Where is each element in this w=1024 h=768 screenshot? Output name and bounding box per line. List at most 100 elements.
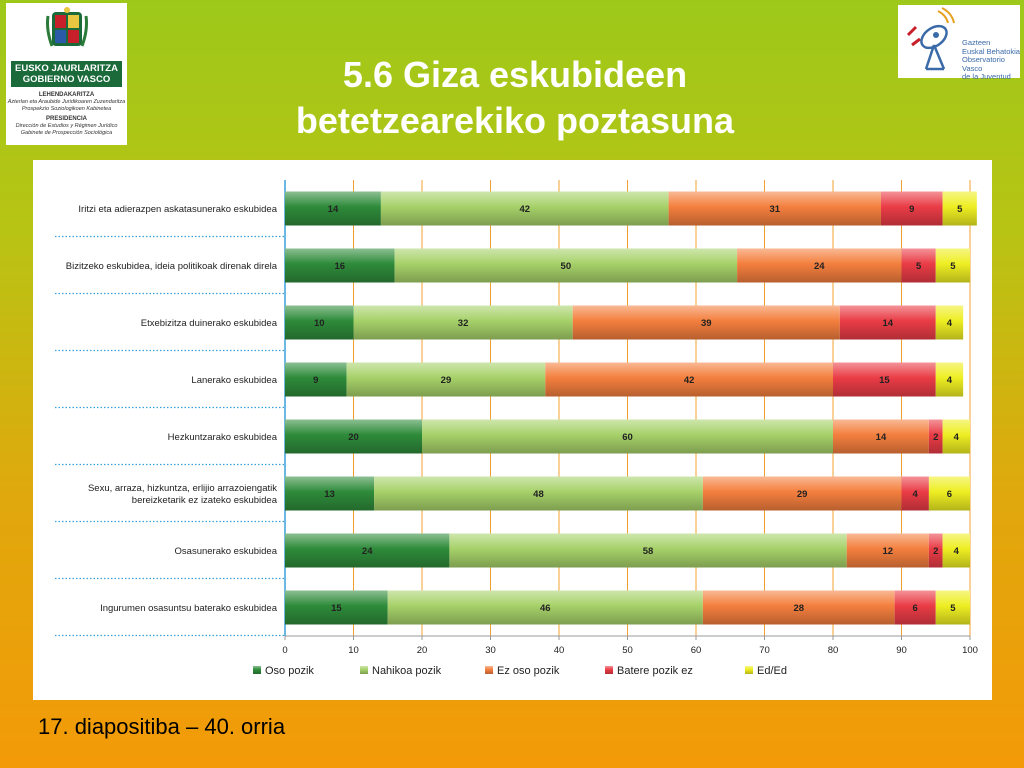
data-label: 5 xyxy=(916,261,922,272)
data-label: 20 xyxy=(348,432,359,443)
category-label: Bizitzeko eskubidea, ideia politikoak di… xyxy=(66,261,278,272)
legend-entry: Ed/Ed xyxy=(757,665,787,677)
bar-batere-pozik-ez xyxy=(901,248,936,283)
bar-batere-pozik-ez xyxy=(901,476,929,511)
data-label: 24 xyxy=(814,261,825,272)
legend-swatch xyxy=(360,666,368,674)
data-label: 32 xyxy=(458,318,469,329)
bar-nahikoa-pozik xyxy=(422,419,833,454)
data-label: 42 xyxy=(684,375,695,386)
x-tick-label: 50 xyxy=(622,645,633,656)
satellite-dish-icon xyxy=(906,7,955,71)
logo-band: EUSKO JAURLARITZA GOBIERNO VASCO xyxy=(11,61,122,87)
x-tick-label: 20 xyxy=(417,645,428,656)
bar-ed-ed xyxy=(928,476,970,511)
bar-ez-oso-pozik xyxy=(702,476,902,511)
bar-ed-ed xyxy=(942,419,970,454)
legend-entry: Ez oso pozik xyxy=(497,665,560,677)
x-tick-label: 60 xyxy=(691,645,702,656)
bar-nahikoa-pozik xyxy=(387,590,703,625)
bar-ed-ed xyxy=(935,248,970,283)
x-tick-label: 80 xyxy=(828,645,839,656)
data-label: 14 xyxy=(876,432,887,443)
x-tick-label: 10 xyxy=(348,645,359,656)
data-label: 13 xyxy=(324,489,335,500)
data-label: 46 xyxy=(540,603,551,614)
legend-entry: Nahikoa pozik xyxy=(372,665,442,677)
data-label: 28 xyxy=(793,603,804,614)
observatorio-juventud-logo: Gazteen Euskal Behatokia Observatorio Va… xyxy=(898,5,1020,81)
category-label: Etxebizitza duinerako eskubidea xyxy=(141,318,278,329)
page-title: 5.6 Giza eskubideen betetzearekiko pozta… xyxy=(295,54,735,141)
bar-batere-pozik-ez xyxy=(880,191,943,226)
x-tick-label: 0 xyxy=(282,645,287,656)
legend-swatch xyxy=(745,666,753,674)
data-label: 60 xyxy=(622,432,633,443)
data-label: 29 xyxy=(441,375,452,386)
data-label: 6 xyxy=(913,603,918,614)
category-label: Osasunerako eskubidea xyxy=(175,546,278,557)
bar-batere-pozik-ez xyxy=(839,305,936,340)
bar-ed-ed xyxy=(935,362,964,397)
legend-swatch xyxy=(485,666,493,674)
bar-batere-pozik-ez xyxy=(928,419,943,454)
x-tick-label: 100 xyxy=(962,645,978,656)
category-label: bereizketarik ez izateko eskubidea xyxy=(132,495,278,506)
category-label: Ingurumen osasuntsu baterako eskubidea xyxy=(100,603,278,614)
bar-oso-pozik xyxy=(285,419,422,454)
x-tick-label: 70 xyxy=(759,645,770,656)
category-label: Hezkuntzarako eskubidea xyxy=(168,432,278,443)
bar-ed-ed xyxy=(942,191,977,226)
bar-ez-oso-pozik xyxy=(545,362,833,397)
data-label: 5 xyxy=(957,204,963,215)
data-label: 4 xyxy=(954,432,960,443)
data-label: 4 xyxy=(947,375,953,386)
data-label: 4 xyxy=(947,318,953,329)
legend-entry: Batere pozik ez xyxy=(617,665,693,677)
data-label: 12 xyxy=(883,546,894,557)
observatorio-text: Gazteen Euskal Behatokia Observatorio Va… xyxy=(962,38,1020,81)
bar-ed-ed xyxy=(935,305,964,340)
data-label: 9 xyxy=(313,375,318,386)
bar-batere-pozik-ez xyxy=(833,362,936,397)
eusko-jaurlaritza-logo: EUSKO JAURLARITZA GOBIERNO VASCO LEHENDA… xyxy=(6,3,127,145)
data-label: 31 xyxy=(769,204,780,215)
bar-oso-pozik xyxy=(285,191,381,226)
bar-ez-oso-pozik xyxy=(572,305,840,340)
bar-nahikoa-pozik xyxy=(449,533,847,568)
stacked-bar-chart: Iritzi eta adierazpen askatasunerako esk… xyxy=(55,180,978,677)
data-label: 10 xyxy=(314,318,325,329)
category-label: Sexu, arraza, hizkuntza, erlijio arrazoi… xyxy=(88,483,277,494)
x-tick-label: 40 xyxy=(554,645,565,656)
logo-org-2: PRESIDENCIA Dirección de Estudios y Régi… xyxy=(15,116,118,136)
data-label: 15 xyxy=(879,375,890,386)
bar-oso-pozik xyxy=(285,362,347,397)
data-label: 2 xyxy=(933,546,938,557)
bar-oso-pozik xyxy=(285,590,388,625)
data-label: 5 xyxy=(950,261,956,272)
data-label: 2 xyxy=(933,432,938,443)
bar-nahikoa-pozik xyxy=(380,191,669,226)
bar-ez-oso-pozik xyxy=(846,533,929,568)
x-tick-label: 30 xyxy=(485,645,496,656)
bar-ed-ed xyxy=(935,590,970,625)
data-label: 50 xyxy=(561,261,572,272)
data-label: 14 xyxy=(328,204,339,215)
bar-ez-oso-pozik xyxy=(668,191,881,226)
bar-ez-oso-pozik xyxy=(833,419,929,454)
data-label: 9 xyxy=(909,204,914,215)
category-label: Iritzi eta adierazpen askatasunerako esk… xyxy=(78,204,277,215)
data-label: 14 xyxy=(883,318,894,329)
bar-oso-pozik xyxy=(285,533,450,568)
data-label: 58 xyxy=(643,546,654,557)
coat-of-arms-icon xyxy=(45,7,88,47)
logo-org-1: LEHENDAKARITZA Azterlan eta Araubide Jur… xyxy=(7,92,126,112)
bar-batere-pozik-ez xyxy=(928,533,943,568)
legend-swatch xyxy=(605,666,613,674)
category-label: Lanerako eskubidea xyxy=(191,375,277,386)
bar-nahikoa-pozik xyxy=(346,362,546,397)
data-label: 15 xyxy=(331,603,342,614)
bar-batere-pozik-ez xyxy=(894,590,936,625)
bar-oso-pozik xyxy=(285,305,354,340)
bar-ed-ed xyxy=(942,533,970,568)
